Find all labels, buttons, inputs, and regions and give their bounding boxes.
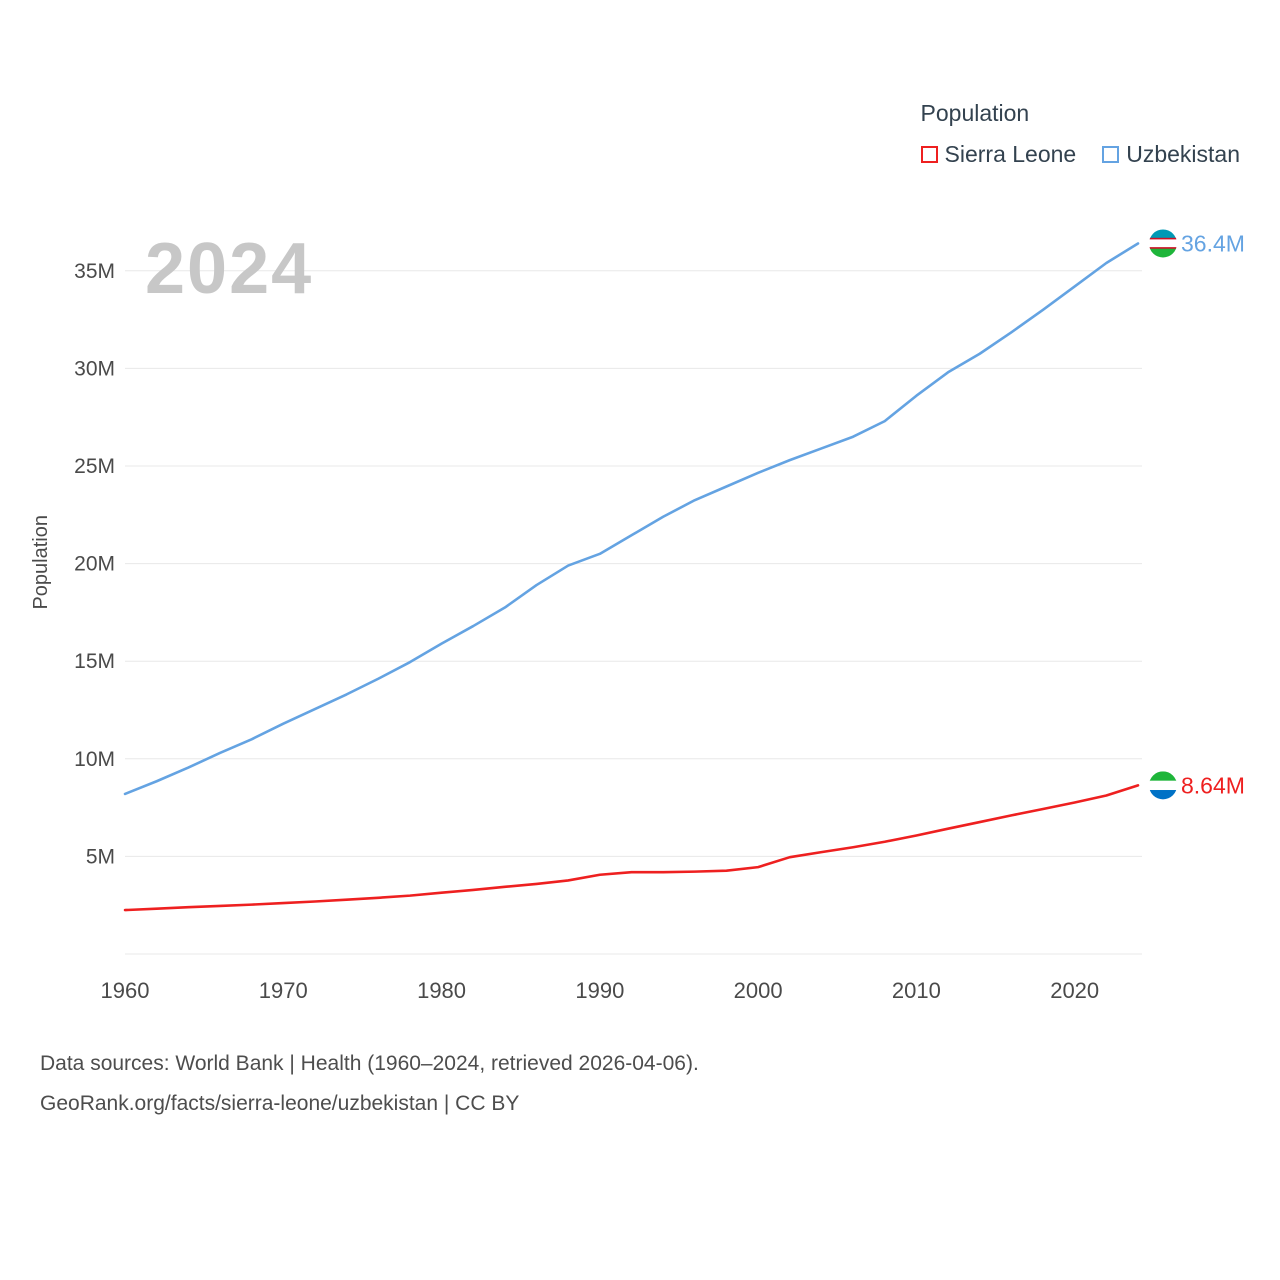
- data-sources-text: Data sources: World Bank | Health (1960–…: [40, 1052, 699, 1075]
- watermark-year: 2024: [145, 229, 314, 309]
- svg-text:35M: 35M: [74, 260, 115, 283]
- legend-item-label: Uzbekistan: [1126, 141, 1240, 167]
- legend-items: Sierra Leone Uzbekistan: [920, 141, 1240, 168]
- legend-swatch: [920, 146, 938, 163]
- svg-text:1990: 1990: [575, 978, 624, 1003]
- source-url-text: GeoRank.org/facts/sierra-leone/uzbekista…: [40, 1092, 520, 1115]
- svg-text:30M: 30M: [74, 357, 115, 380]
- svg-text:15M: 15M: [74, 650, 115, 673]
- svg-text:1980: 1980: [417, 978, 466, 1003]
- svg-text:2020: 2020: [1050, 978, 1099, 1003]
- svg-text:25M: 25M: [74, 455, 115, 478]
- legend-item-uzbekistan[interactable]: Uzbekistan: [1102, 141, 1240, 168]
- svg-text:2010: 2010: [892, 978, 941, 1003]
- legend-item-label: Sierra Leone: [944, 141, 1077, 167]
- legend-item-sierra-leone[interactable]: Sierra Leone: [920, 141, 1077, 168]
- svg-text:8.64M: 8.64M: [1181, 772, 1245, 798]
- legend: Population Sierra Leone Uzbekistan: [920, 100, 1240, 168]
- svg-text:1970: 1970: [259, 978, 308, 1003]
- legend-swatch: [1102, 146, 1120, 163]
- svg-text:5M: 5M: [86, 845, 115, 868]
- svg-text:1960: 1960: [101, 978, 150, 1003]
- legend-title: Population: [920, 100, 1030, 126]
- svg-text:20M: 20M: [74, 553, 115, 576]
- svg-text:36.4M: 36.4M: [1181, 230, 1245, 256]
- y-axis-title: Population: [30, 515, 52, 610]
- attribution-footer: Data sources: World Bank | Health (1960–…: [40, 1044, 699, 1124]
- svg-text:10M: 10M: [74, 748, 115, 771]
- svg-text:2000: 2000: [734, 978, 783, 1003]
